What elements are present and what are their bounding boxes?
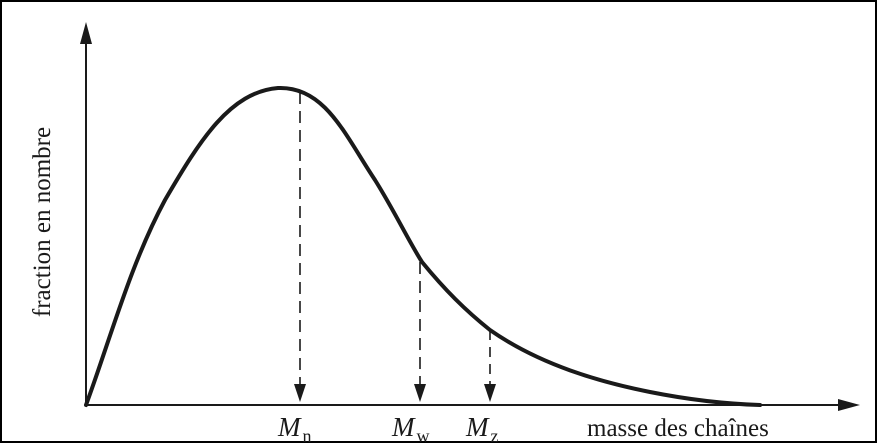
distribution-curve (84, 85, 762, 407)
x-axis-label: masse des chaînes (587, 415, 769, 442)
mw-label-main: M (391, 412, 416, 442)
mz-label-sub: z (491, 426, 499, 443)
mw-arrow-icon (414, 384, 426, 402)
mz-label-main: M (465, 412, 490, 442)
y-axis-arrow (80, 22, 92, 44)
x-axis-arrow (838, 399, 860, 411)
mn-label-main: M (277, 412, 302, 442)
mz-arrow-icon (484, 384, 496, 402)
mn-arrow-icon (294, 384, 306, 402)
mw-label-sub: w (417, 426, 430, 443)
y-axis-label: fraction en nombre (29, 127, 56, 317)
mn-label-sub: n (303, 426, 312, 443)
